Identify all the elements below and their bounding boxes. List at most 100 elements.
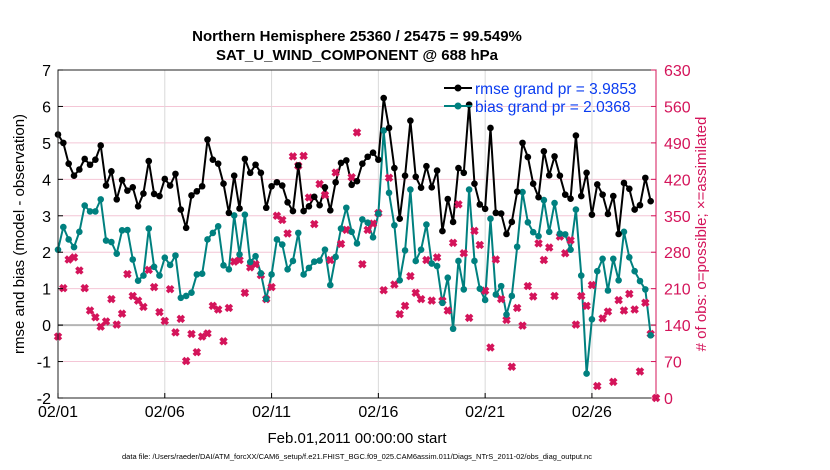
- rmse-point: [609, 192, 617, 200]
- rmse-point: [343, 157, 350, 164]
- bias-point: [150, 263, 158, 271]
- rmse-point: [257, 169, 265, 177]
- bias-point: [289, 257, 297, 265]
- bias-point: [572, 206, 580, 213]
- obs-assimilated-marker: [502, 315, 511, 325]
- bias-point: [343, 204, 350, 212]
- obs-assimilated-marker: [475, 240, 485, 250]
- rmse-point: [449, 218, 457, 226]
- y2-tick-label: 70: [664, 355, 682, 372]
- rmse-point: [615, 230, 622, 238]
- obs-assimilated-marker: [587, 280, 597, 290]
- rmse-point: [604, 210, 612, 218]
- obs-assimilated-marker: [267, 282, 276, 292]
- rmse-point: [284, 198, 291, 206]
- bias-point: [225, 266, 233, 273]
- rmse-point: [423, 162, 430, 170]
- bias-point: [583, 370, 590, 377]
- rmse-point: [433, 167, 441, 174]
- obs-assimilated-marker: [133, 296, 143, 305]
- bias-point: [369, 233, 377, 241]
- obs-assimilated-marker: [315, 179, 324, 189]
- bias-point: [465, 186, 473, 193]
- obs-assimilated-marker: [443, 306, 453, 315]
- rmse-point: [535, 193, 542, 201]
- obs-assimilated-marker: [416, 294, 426, 304]
- bias-point: [198, 270, 206, 278]
- rmse-point: [321, 184, 329, 191]
- bias-point: [321, 246, 329, 253]
- obs-assimilated-marker: [512, 303, 522, 313]
- bias-point: [204, 236, 211, 243]
- bias-point: [156, 272, 163, 279]
- obs-assimilated-marker: [609, 377, 618, 387]
- bias-point: [166, 261, 174, 269]
- bias-point: [449, 325, 457, 333]
- rmse-point: [599, 191, 606, 198]
- bias-point: [182, 292, 190, 300]
- bias-point: [188, 289, 195, 296]
- rmse-point: [193, 188, 201, 195]
- obs-assimilated-marker: [614, 295, 623, 305]
- bias-point: [278, 241, 286, 248]
- bias-point: [300, 271, 307, 278]
- bias-point: [140, 272, 147, 279]
- rmse-point: [556, 172, 564, 179]
- bias-point: [471, 257, 478, 265]
- bias-point: [455, 257, 462, 265]
- rmse-point: [481, 205, 489, 213]
- obs-assimilated-marker: [582, 301, 591, 311]
- y2-tick-label: 210: [664, 282, 691, 299]
- bias-point: [348, 228, 355, 236]
- obs-assimilated-marker: [358, 259, 367, 269]
- bias-point: [636, 277, 644, 285]
- obs-assimilated-marker: [507, 362, 517, 372]
- obs-assimilated-marker: [235, 255, 244, 265]
- bias-point: [305, 264, 313, 272]
- bias-point: [567, 246, 574, 253]
- obs-assimilated-marker: [278, 215, 287, 225]
- obs-assimilated-marker: [427, 296, 436, 305]
- obs-assimilated-marker: [187, 329, 196, 339]
- obs-assimilated-marker: [240, 288, 250, 298]
- obs-assimilated-marker: [75, 266, 84, 275]
- bias-point: [214, 223, 222, 230]
- rmse-point: [428, 184, 436, 191]
- y-tick-label: -1: [37, 355, 51, 372]
- bias-point: [102, 237, 110, 244]
- bias-point: [439, 299, 446, 307]
- obs-assimilated-marker: [123, 269, 132, 279]
- x-tick-label: 02/26: [572, 404, 612, 421]
- x-tick-label: 02/06: [145, 404, 185, 421]
- obs-assimilated-marker: [112, 320, 121, 329]
- obs-assimilated-marker: [518, 321, 527, 330]
- bias-point: [124, 226, 131, 234]
- bias-point: [476, 285, 484, 292]
- bias-point: [631, 267, 638, 275]
- obs-assimilated-marker: [379, 285, 388, 295]
- bias-point: [380, 127, 387, 134]
- rmse-point: [439, 227, 446, 235]
- bias-point: [310, 258, 318, 265]
- bias-point: [209, 229, 217, 237]
- rmse-point: [369, 149, 377, 157]
- bias-point: [540, 196, 548, 204]
- y2-tick-label: 560: [664, 99, 691, 116]
- rmse-point: [519, 139, 526, 147]
- bias-point: [615, 276, 622, 284]
- bias-point: [161, 254, 169, 261]
- legend-rmse-label: rmse grand pr = 3.9853: [475, 81, 637, 98]
- rmse-point: [198, 182, 206, 190]
- bias-point: [129, 256, 137, 263]
- obs-assimilated-marker: [304, 193, 314, 202]
- obs-assimilated-marker: [331, 168, 340, 177]
- rmse-point: [124, 187, 131, 194]
- bias-point: [70, 243, 78, 251]
- obs-assimilated-marker: [422, 255, 431, 265]
- rmse-point: [252, 161, 259, 169]
- rmse-point: [150, 190, 158, 198]
- obs-assimilated-marker: [486, 343, 495, 352]
- bias-point: [396, 276, 404, 284]
- obs-assimilated-marker: [368, 219, 378, 228]
- rmse-point: [396, 215, 404, 222]
